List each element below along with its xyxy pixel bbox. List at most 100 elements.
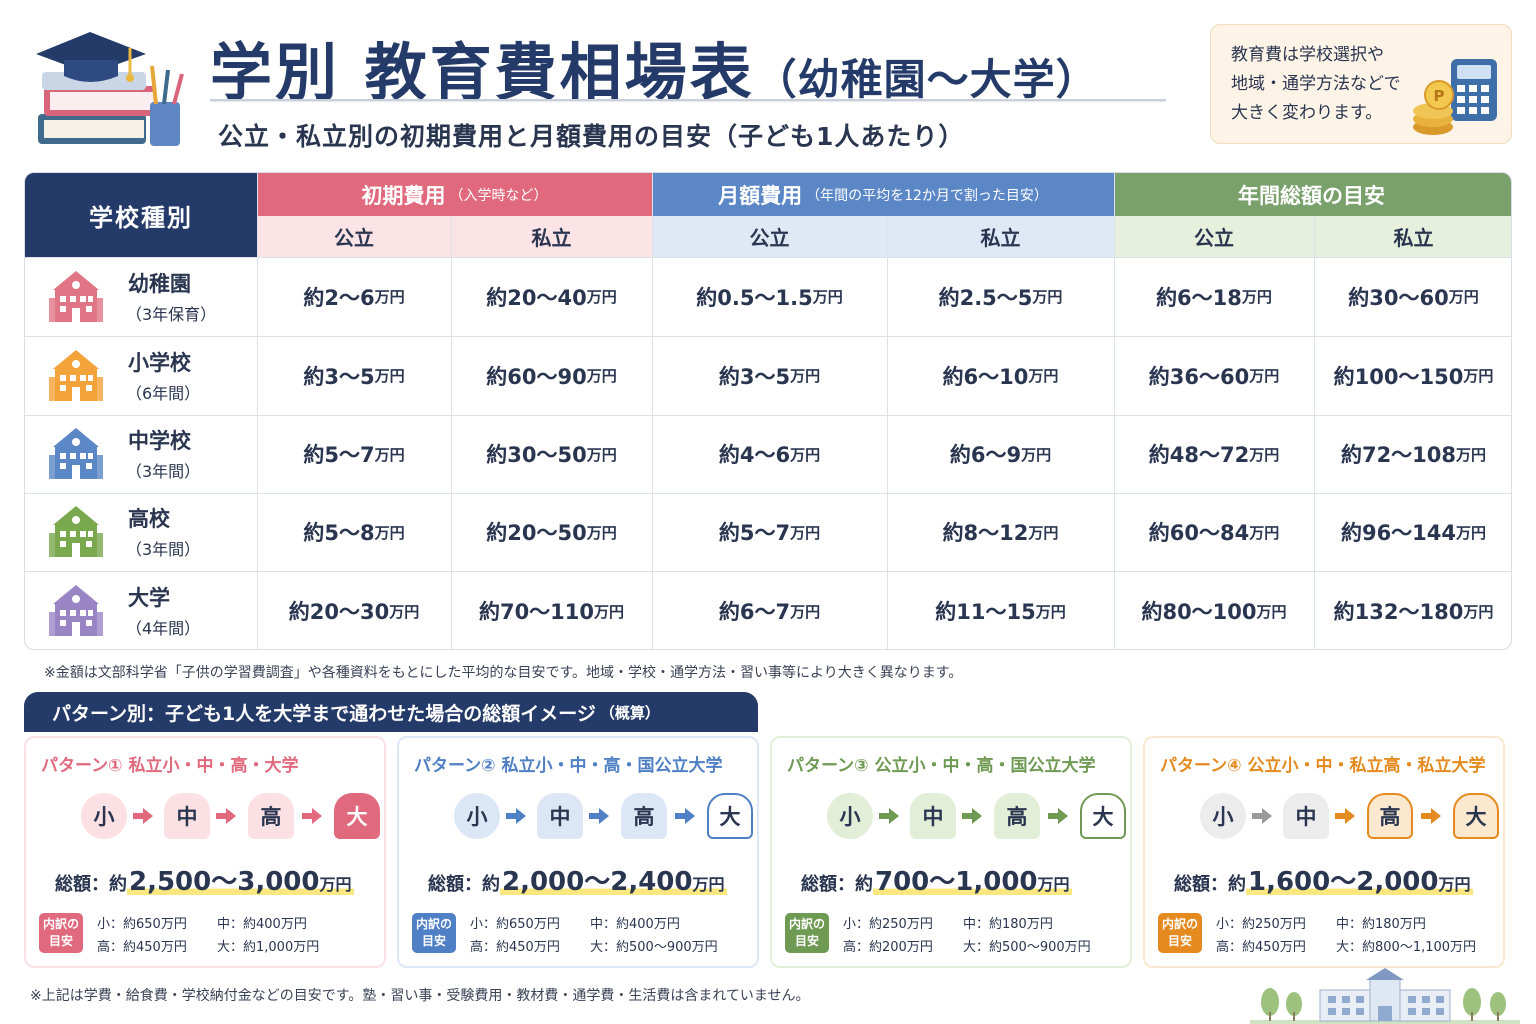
annual-public-value: 約80〜100 万円 [1141,600,1287,624]
note-text: 教育費は学校選択や 地域・通学方法などで 大きく変わります。 [1231,45,1401,123]
school-years: （3年間） [126,540,201,559]
school-years: （3年間） [126,462,201,481]
note-callout: 教育費は学校選択や 地域・通学方法などで 大きく変わります。 P [1210,24,1512,144]
stage-node: 小 [454,793,500,839]
monthly-private-value: 約11〜15 万円 [935,600,1066,624]
monthly-private-header: 私立 [887,216,1114,257]
annual-public-value: 約6〜18 万円 [1156,285,1272,310]
stage-node: 小 [827,793,873,839]
school-years: （6年間） [126,383,201,403]
monthly-public-header: 公立 [652,216,887,257]
high-school-icon [47,503,105,561]
monthly-public-value: 約0.5〜1.5 万円 [696,285,843,310]
breakdown-badge: 内訳の 目安 [412,913,456,953]
kindergarten-icon [47,268,105,326]
pattern-card: パターン① 私立小・中・高・大学小中高大総額：約2,500〜3,000万円 内訳の… [24,736,386,968]
breakdown-university: 大：約1,000万円 [217,940,320,955]
university-icon [47,582,105,640]
breakdown-elementary: 小：約650万円 [470,917,560,932]
initial-private-value: 約60〜90 万円 [486,364,617,389]
annual-private-value: 約72〜108 万円 [1340,443,1487,467]
pattern-card: パターン③ 公立小・中・高・国公立大学小中高大総額：約700〜1,000万円 内訳… [770,736,1132,968]
arrow-right-icon [589,808,609,824]
initial-public-value: 約2〜6 万円 [303,285,405,310]
stage-flow: 小中高大 [771,793,1131,843]
initial-private-value: 約20〜50 万円 [486,521,617,545]
arrow-right-icon [506,808,526,824]
breakdown-university: 大：約800〜1,100万円 [1336,940,1477,955]
breakdown-high-school: 高：約450万円 [97,940,187,955]
breakdown-junior-high: 中：約400万円 [590,917,680,932]
stage-node: 大 [1080,793,1126,839]
pattern-total: 総額：約700〜1,000万円 [801,867,1072,897]
stage-node: 高 [1367,793,1413,839]
stage-node: 中 [537,793,583,839]
initial-public-value: 約3〜5 万円 [303,364,405,389]
stage-node: 中 [164,793,210,839]
annual-private-value: 約30〜60 万円 [1348,285,1479,310]
arrow-right-icon [1048,808,1068,824]
initial-public-value: 約20〜30 万円 [288,600,420,624]
books-graduation-cap-icon [36,32,184,146]
arrow-right-icon [216,808,236,824]
annual-private-value: 約132〜180 万円 [1333,600,1494,624]
school-name: 大学 [128,586,170,610]
school-years: （3年保育） [126,304,217,324]
monthly-public-value: 約3〜5 万円 [718,364,821,389]
arrow-right-icon [133,808,153,824]
initial-private-value: 約30〜50 万円 [486,443,617,467]
pattern-total: 総額：約1,600〜2,000万円 [1174,867,1473,897]
breakdown-university: 大：約500〜900万円 [590,940,718,955]
pattern-total: 総額：約2,500〜3,000万円 [55,867,354,897]
annual-public-value: 約36〜60 万円 [1148,364,1280,389]
pattern-title: パターン① 私立小・中・高・大学 [41,756,299,776]
stage-flow: 小中高大 [398,793,758,843]
breakdown-high-school: 高：約200万円 [843,940,933,955]
monthly-private-value: 約8〜12 万円 [942,521,1059,545]
breakdown-university: 大：約500〜900万円 [963,940,1091,955]
school-name: 高校 [128,507,170,531]
monthly-private-value: 約6〜9 万円 [949,443,1052,467]
breakdown-high-school: 高：約450万円 [470,940,560,955]
stage-node: 高 [621,793,667,839]
breakdown-junior-high: 中：約400万円 [217,917,307,932]
page-subtitle: 公立・私立別の初期費用と月額費用の目安（子ども1人あたり） [218,122,965,151]
annual-private-header: 私立 [1314,216,1511,257]
initial-public-value: 約5〜8 万円 [303,521,405,545]
stage-flow: 小中高大 [1144,793,1504,843]
school-name: 幼稚園 [128,271,191,296]
page-title: 学別 教育費相場表（幼稚園〜大学） [210,36,1099,109]
stage-node: 高 [248,793,294,839]
stage-node: 中 [910,793,956,839]
elementary-school-icon [47,347,105,405]
school-years: （4年間） [126,619,201,638]
breakdown-elementary: 小：約650万円 [97,917,187,932]
arrow-right-icon [1335,808,1355,824]
pattern-title: パターン④ 公立小・中・私立高・私立大学 [1160,756,1486,776]
school-cell: 幼稚園 （3年保育） [25,257,257,336]
initial-public-value: 約5〜7 万円 [303,443,405,467]
table-footnote: ※金額は文部科学省「子供の学習費調査」や各種資料をもとにした平均的な目安です。地… [44,665,963,681]
monthly-private-value: 約6〜10 万円 [942,364,1059,389]
pattern-title: パターン③ 公立小・中・高・国公立大学 [787,756,1096,776]
stage-flow: 小中高大 [25,793,385,843]
annual-total-header: 年間総額の目安 [1114,173,1511,216]
pattern-section-banner: パターン別：子ども1人を大学まで通わせた場合の総額イメージ （概算） [24,692,758,732]
school-type-header: 学校種別 [25,173,257,257]
stage-node: 大 [334,793,380,839]
arrow-right-icon [962,808,982,824]
pattern-card: パターン④ 公立小・中・私立高・私立大学小中高大総額：約1,600〜2,000万… [1143,736,1505,968]
arrow-right-icon [1252,808,1272,824]
stage-node: 中 [1283,793,1329,839]
pattern-footnote: ※上記は学費・給食費・学校納付金などの目安です。塾・習い事・受験費用・教材費・通… [30,988,810,1004]
arrow-right-icon [302,808,322,824]
arrow-right-icon [879,808,899,824]
annual-public-value: 約60〜84 万円 [1148,521,1280,545]
junior-high-school-icon [47,425,105,483]
school-name: 中学校 [128,429,191,453]
annual-private-value: 約100〜150 万円 [1333,364,1494,389]
annual-public-value: 約48〜72 万円 [1148,443,1280,467]
title-divider [210,99,1166,102]
stage-node: 小 [1200,793,1246,839]
initial-cost-header: 初期費用 （入学時など） [257,173,652,216]
